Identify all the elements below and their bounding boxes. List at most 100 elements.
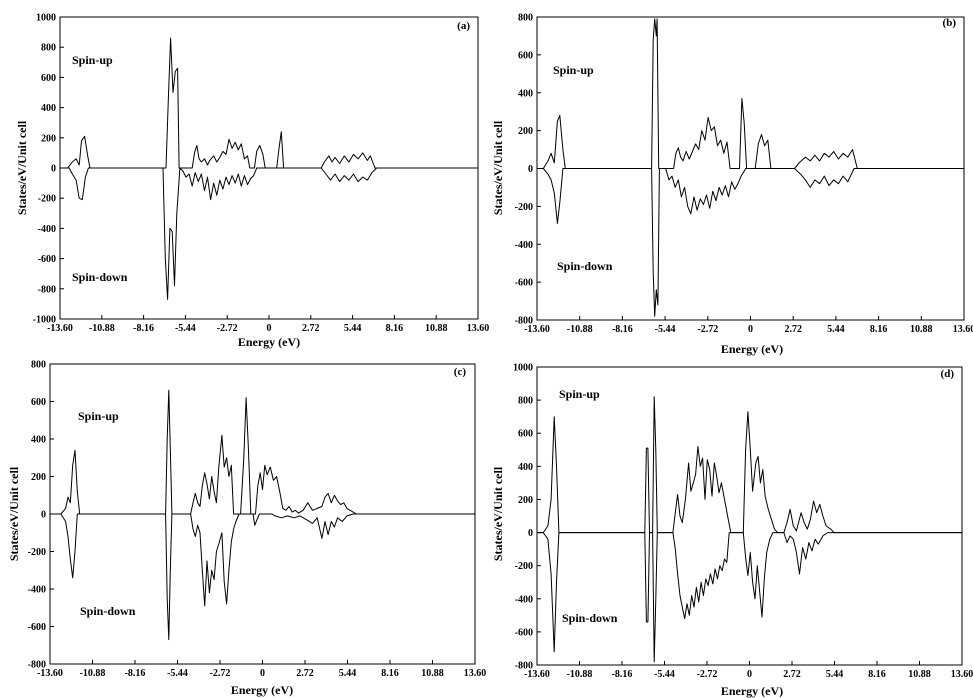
y-tick-label: 0 bbox=[528, 528, 533, 539]
x-tick-label: 10.88 bbox=[421, 668, 444, 679]
x-tick-label: -13.60 bbox=[37, 668, 63, 679]
x-tick-label: 10.88 bbox=[908, 669, 931, 680]
spin-down-curve bbox=[537, 532, 962, 663]
spin-down-label: Spin-down bbox=[72, 270, 128, 284]
x-tick-label: 13.60 bbox=[953, 324, 973, 335]
y-tick-label: -800 bbox=[515, 661, 533, 672]
x-tick-label: 13.60 bbox=[951, 669, 973, 680]
spin-down-label: Spin-down bbox=[562, 611, 618, 625]
dos-curves bbox=[50, 389, 475, 641]
y-tick-label: -800 bbox=[515, 316, 533, 327]
y-tick-label: 200 bbox=[31, 472, 46, 483]
y-tick-label: -400 bbox=[28, 585, 46, 596]
y-tick-label: 800 bbox=[518, 396, 533, 407]
y-axis-label: States/eV/Unit cell bbox=[15, 120, 29, 215]
y-tick-label: -1000 bbox=[33, 315, 56, 326]
y-axis-label: States/eV/Unit cell bbox=[491, 120, 505, 215]
y-tick-label: -600 bbox=[28, 622, 46, 633]
spin-up-label: Spin-up bbox=[559, 387, 600, 401]
x-tick-label: -2.72 bbox=[217, 323, 238, 334]
y-tick-label: 800 bbox=[41, 43, 56, 54]
x-tick-label: -10.88 bbox=[80, 668, 106, 679]
y-tick-label: -200 bbox=[515, 202, 533, 213]
spin-up-label: Spin-up bbox=[553, 63, 594, 77]
x-tick-label: 0 bbox=[747, 669, 752, 680]
y-tick-label: 1000 bbox=[36, 13, 56, 24]
x-tick-label: 2.72 bbox=[783, 669, 801, 680]
panel-d: -13.60 -10.88 -8.16 -5.44 -2.72 0 2.72 5.44 8.16… bbox=[491, 363, 973, 698]
x-tick-label: -5.44 bbox=[175, 323, 196, 334]
panel-b: -13.60 -10.88 -8.16 -5.44 -2.72 0 2.72 5.44 8.16… bbox=[491, 13, 973, 357]
y-tick-label: 400 bbox=[518, 88, 533, 99]
x-tick-label: -10.88 bbox=[567, 324, 593, 335]
y-tick-label: 1000 bbox=[513, 363, 533, 374]
x-tick-label: 0 bbox=[267, 323, 272, 334]
y-ticks: 1000 800 600 400 200 0 -200 -400 -600 -800 bbox=[513, 363, 541, 672]
x-axis-label: Energy (eV) bbox=[238, 335, 300, 349]
spin-down-label: Spin-down bbox=[80, 604, 136, 618]
x-tick-label: 8.16 bbox=[386, 323, 404, 334]
y-tick-label: -400 bbox=[515, 240, 533, 251]
x-tick-label: -5.44 bbox=[654, 669, 675, 680]
x-tick-label: 13.60 bbox=[467, 323, 490, 334]
x-axis-label: Energy (eV) bbox=[231, 683, 293, 697]
y-tick-label: 200 bbox=[518, 495, 533, 506]
y-tick-label: 0 bbox=[41, 510, 46, 521]
spin-down-curve bbox=[537, 168, 964, 317]
y-tick-label: 600 bbox=[31, 397, 46, 408]
panel-a: -13.60 -10.88 -8.16 -5.44 -2.72 0 2.72 5.44 8.16… bbox=[15, 13, 489, 350]
spin-up-curve bbox=[537, 396, 962, 534]
y-tick-label: 0 bbox=[528, 164, 533, 175]
panel-label: (c) bbox=[454, 366, 467, 378]
y-tick-label: -600 bbox=[515, 278, 533, 289]
x-tick-label: -13.60 bbox=[47, 323, 73, 334]
y-axis-label: States/eV/Unit cell bbox=[7, 466, 21, 561]
x-axis-label: Energy (eV) bbox=[721, 684, 783, 698]
y-tick-label: 200 bbox=[518, 126, 533, 137]
y-tick-label: 600 bbox=[518, 50, 533, 61]
x-ticks: -13.60 -10.88 -8.16 -5.44 -2.72 0 2.72 5.44 8.16… bbox=[524, 316, 973, 335]
y-tick-label: 600 bbox=[41, 73, 56, 84]
x-tick-label: -13.60 bbox=[524, 669, 550, 680]
y-ticks: 1000 800 600 400 200 0 -200 -400 -600 -800 -1000 bbox=[33, 13, 64, 326]
panel-c: -13.60 -10.88 -8.16 -5.44 -2.72 0 2.72 5.44 8.16… bbox=[7, 360, 486, 698]
x-tick-label: 8.16 bbox=[868, 669, 886, 680]
x-tick-label: 8.16 bbox=[870, 324, 888, 335]
x-tick-label: -8.16 bbox=[612, 324, 633, 335]
x-tick-label: 2.72 bbox=[296, 668, 314, 679]
x-tick-label: 2.72 bbox=[302, 323, 320, 334]
x-axis-label: Energy (eV) bbox=[721, 342, 783, 356]
y-tick-label: 800 bbox=[518, 13, 533, 24]
y-tick-label: -200 bbox=[28, 547, 46, 558]
x-tick-label: -8.16 bbox=[133, 323, 154, 334]
panel-label: (a) bbox=[457, 20, 470, 32]
x-tick-label: 8.16 bbox=[381, 668, 399, 679]
spin-up-curve bbox=[50, 389, 475, 515]
x-tick-label: -10.88 bbox=[89, 323, 115, 334]
y-ticks: 800 600 400 200 0 -200 -400 -600 -800 bbox=[515, 13, 541, 327]
x-tick-label: -2.72 bbox=[210, 668, 231, 679]
x-tick-label: 5.44 bbox=[826, 669, 844, 680]
y-tick-label: 200 bbox=[41, 133, 56, 144]
x-tick-label: -2.72 bbox=[697, 324, 718, 335]
x-tick-label: -5.44 bbox=[167, 668, 188, 679]
dos-curves bbox=[60, 37, 478, 300]
x-tick-label: -13.60 bbox=[524, 324, 550, 335]
x-tick-label: -8.16 bbox=[612, 669, 633, 680]
y-tick-label: 400 bbox=[41, 103, 56, 114]
x-tick-label: 10.88 bbox=[910, 324, 933, 335]
x-tick-label: 5.44 bbox=[827, 324, 845, 335]
x-tick-label: 10.88 bbox=[425, 323, 448, 334]
y-tick-label: -400 bbox=[38, 224, 56, 235]
spin-up-label: Spin-up bbox=[78, 409, 119, 423]
y-tick-label: -600 bbox=[38, 254, 56, 265]
dos-curves bbox=[537, 396, 962, 663]
y-tick-label: -800 bbox=[28, 660, 46, 671]
spin-up-label: Spin-up bbox=[72, 53, 113, 67]
x-tick-label: 0 bbox=[260, 668, 265, 679]
x-tick-label: 2.72 bbox=[784, 324, 802, 335]
x-tick-label: -5.44 bbox=[655, 324, 676, 335]
x-tick-label: 5.44 bbox=[344, 323, 362, 334]
y-tick-label: -600 bbox=[515, 627, 533, 638]
